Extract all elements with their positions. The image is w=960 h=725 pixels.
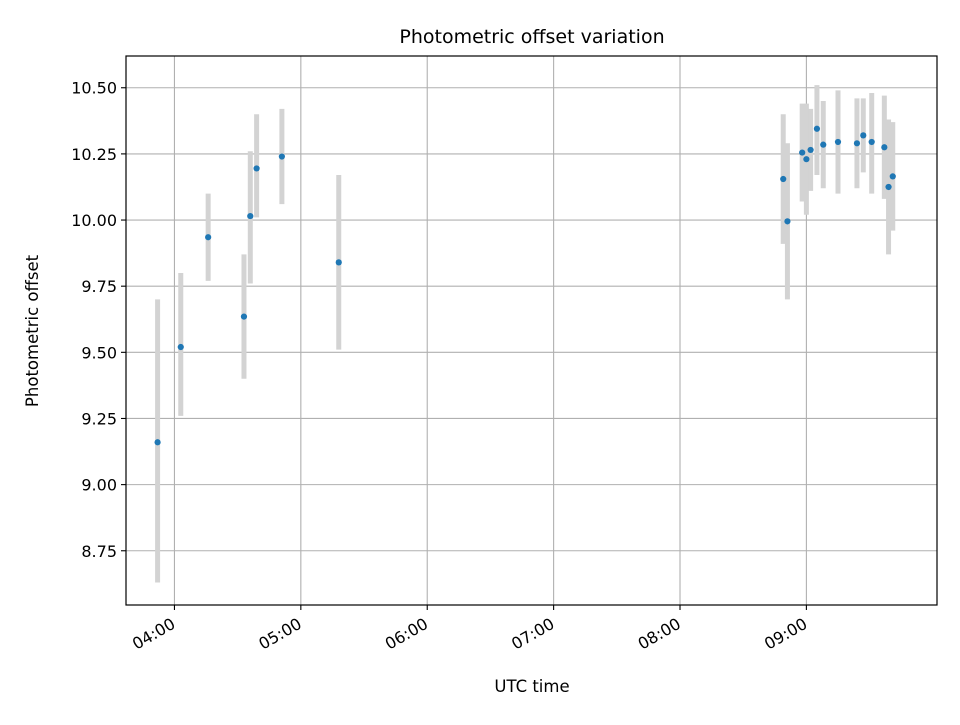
x-axis-label: UTC time [494, 677, 569, 696]
y-tick-label: 10.50 [71, 79, 117, 98]
y-tick-label: 8.75 [81, 542, 117, 561]
plot-frame [125, 55, 938, 606]
y-tick-label: 9.00 [81, 476, 117, 495]
data-point [253, 165, 260, 172]
data-point [784, 218, 791, 225]
data-points [154, 125, 896, 446]
y-tick-label: 10.25 [71, 145, 117, 164]
data-point [205, 234, 212, 241]
y-axis-label: Photometric offset [23, 254, 42, 407]
data-point [780, 175, 787, 183]
data-point [799, 149, 806, 156]
chart-title: Photometric offset variation [399, 26, 664, 48]
y-tick-label: 9.75 [81, 277, 117, 296]
data-point [813, 125, 821, 132]
data-point [881, 144, 888, 151]
data-point [860, 132, 867, 139]
data-point [889, 173, 896, 180]
data-point [868, 138, 875, 146]
y-tick-label: 9.50 [81, 343, 117, 362]
data-point [885, 183, 892, 191]
data-point [247, 212, 254, 220]
data-point [834, 138, 842, 146]
data-point [807, 146, 814, 154]
data-point [803, 156, 810, 163]
data-point [820, 141, 827, 148]
data-point [335, 259, 342, 266]
data-point [853, 140, 861, 147]
data-point [177, 343, 184, 351]
data-point [154, 439, 161, 446]
data-point [278, 153, 285, 160]
grid-lines [126, 56, 937, 605]
data-point [240, 313, 248, 320]
y-tick-label: 9.25 [81, 409, 117, 428]
y-tick-label: 10.00 [71, 211, 117, 230]
